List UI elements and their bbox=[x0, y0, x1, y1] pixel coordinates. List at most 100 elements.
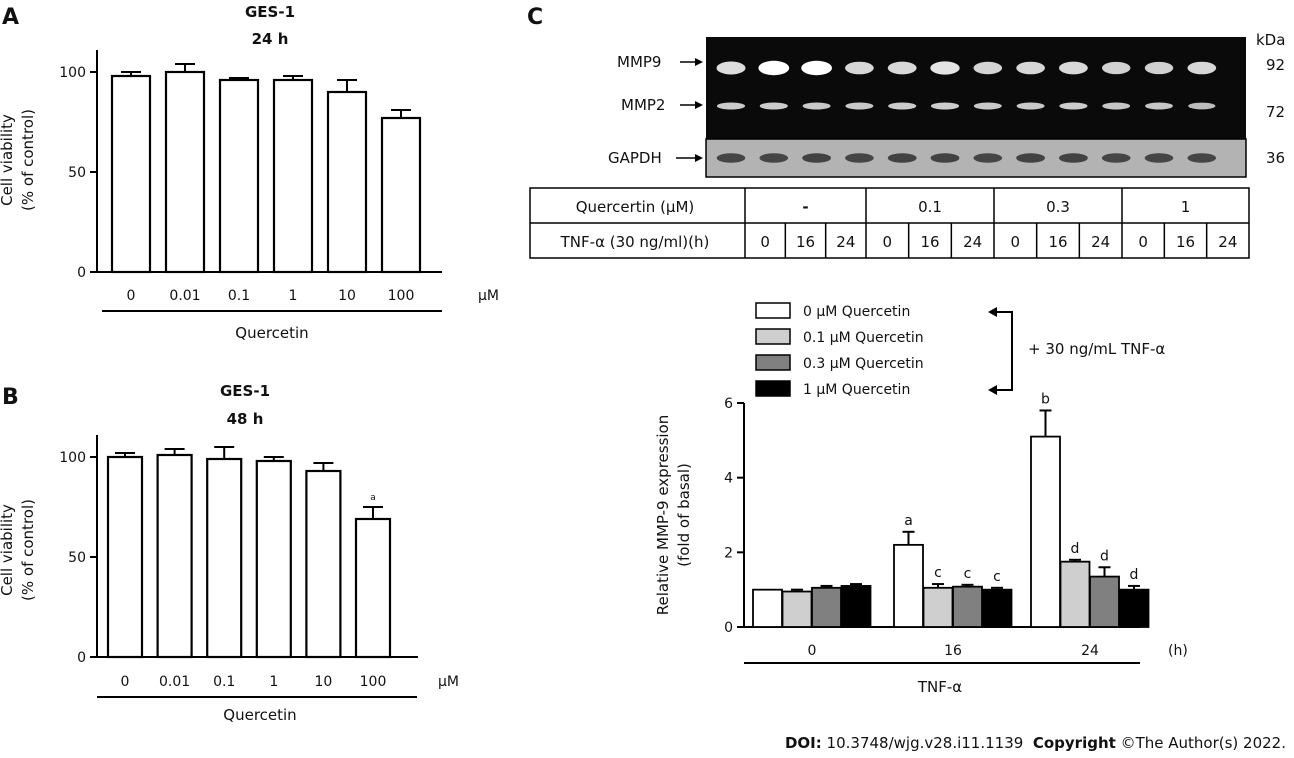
legend-entry: 0.1 μM Quercetin bbox=[803, 330, 924, 346]
legend-bracket bbox=[990, 311, 1013, 391]
chart-b-subtitle: 48 h bbox=[227, 410, 264, 428]
blot-band-mmp9 bbox=[1187, 61, 1217, 75]
chart-b-category-label: 100 bbox=[360, 674, 387, 690]
blot-label-gapdh: GAPDH bbox=[608, 149, 662, 167]
blot-band-mmp2 bbox=[973, 102, 1002, 110]
chart-c-annotation: c bbox=[964, 566, 972, 582]
table-quercetin-value: - bbox=[802, 198, 808, 216]
chart-a-bar bbox=[326, 90, 368, 274]
blot-band-mmp9 bbox=[1144, 61, 1174, 75]
chart-c-ytick-label: 4 bbox=[724, 471, 733, 487]
legend-swatch bbox=[755, 354, 791, 371]
chart-c-ytick-label: 6 bbox=[724, 396, 733, 412]
chart-c-legend: 0 μM Quercetin 0.1 μM Quercetin 0.3 μM Que… bbox=[755, 302, 924, 398]
blot-band-mmp9 bbox=[845, 61, 874, 75]
table-tnf-value: 24 bbox=[836, 233, 855, 251]
legend-bracket-arrow-top bbox=[988, 307, 997, 317]
chart-a-ytick-label: 50 bbox=[68, 165, 86, 181]
legend-entry: 0.3 μM Quercetin bbox=[803, 356, 924, 372]
chart-a-ylabel-line1: Cell viability bbox=[0, 114, 16, 206]
blot-band-mmp9 bbox=[758, 60, 790, 76]
chart-c-bar bbox=[922, 586, 954, 628]
chart-b: GES-1 48 h Cell viability (% of control)… bbox=[0, 382, 459, 724]
blot-band-mmp2 bbox=[1102, 102, 1131, 110]
chart-b-xlabel: Quercetin bbox=[223, 706, 296, 724]
blot-band-mmp2 bbox=[1059, 102, 1088, 110]
table-tnf-value: 0 bbox=[883, 233, 893, 251]
chart-c: Relative MMP-9 expression (fold of basal… bbox=[654, 302, 1188, 696]
chart-c-bar bbox=[1030, 435, 1061, 628]
chart-a-category-label: 100 bbox=[388, 288, 415, 304]
table-quercetin-label: Quercertin (μM) bbox=[576, 198, 695, 216]
chart-b-bar bbox=[305, 469, 342, 659]
blot-band-mmp9 bbox=[973, 61, 1003, 75]
legend-note: + 30 ng/mL TNF-α bbox=[1028, 340, 1165, 358]
blot-band-gapdh bbox=[759, 153, 789, 163]
chart-b-bar bbox=[255, 459, 292, 659]
blot-arrowhead-mmp9 bbox=[695, 58, 703, 66]
chart-a-category-label: 0.01 bbox=[169, 288, 200, 304]
chart-b-category-label: 10 bbox=[314, 674, 332, 690]
chart-c-ytick-label: 0 bbox=[724, 620, 733, 636]
chart-c-bar bbox=[952, 585, 983, 628]
chart-c-bar bbox=[1089, 575, 1120, 628]
table-tnf-value: 24 bbox=[1091, 233, 1110, 251]
chart-c-category-label: 24 bbox=[1081, 643, 1099, 659]
footer-doi: 10.3748/wjg.v28.i11.1139 bbox=[826, 734, 1024, 752]
chart-c-annotation: d bbox=[1130, 567, 1139, 583]
table-tnf-value: 0 bbox=[1011, 233, 1021, 251]
blot-band-gapdh bbox=[716, 153, 746, 163]
table-tnf-value: 16 bbox=[1048, 233, 1067, 251]
chart-c-bar bbox=[1059, 560, 1091, 628]
western-blot: MMP9 MMP2 GAPDH kDa 92 72 36 bbox=[608, 31, 1285, 178]
blot-band-mmp9 bbox=[1101, 61, 1131, 75]
blot-band-mmp2 bbox=[802, 102, 831, 110]
chart-a-ytick-label: 100 bbox=[59, 65, 86, 81]
blot-band-mmp9 bbox=[716, 61, 746, 75]
chart-a-bar bbox=[218, 78, 260, 274]
blot-kda-72: 72 bbox=[1266, 103, 1285, 121]
blot-label-mmp2: MMP2 bbox=[621, 96, 665, 114]
legend-swatch bbox=[755, 380, 791, 397]
chart-a-bar bbox=[110, 74, 152, 274]
footer-doi-label: DOI: bbox=[784, 734, 822, 752]
panel-label-c: C bbox=[527, 5, 543, 30]
blot-band-gapdh bbox=[802, 153, 832, 163]
panel-label-a: A bbox=[2, 5, 19, 30]
chart-c-category-label: 16 bbox=[944, 643, 962, 659]
blot-band-gapdh bbox=[973, 153, 1003, 163]
chart-b-category-label: 0 bbox=[121, 674, 130, 690]
chart-c-bar bbox=[981, 588, 1013, 628]
chart-c-bar bbox=[811, 586, 842, 628]
chart-b-ylabel-line2: (% of control) bbox=[19, 499, 37, 601]
chart-a-ylabel-line2: (% of control) bbox=[19, 109, 37, 211]
blot-band-gapdh bbox=[930, 153, 960, 163]
chart-b-ytick-label: 100 bbox=[59, 450, 86, 466]
table-quercetin-value: 0.1 bbox=[918, 198, 942, 216]
chart-b-bar bbox=[206, 457, 243, 659]
blot-kda-36: 36 bbox=[1266, 149, 1285, 167]
table-tnf-value: 0 bbox=[760, 233, 770, 251]
chart-c-ylabel-line1: Relative MMP-9 expression bbox=[654, 415, 672, 616]
table-tnf-value: 24 bbox=[1218, 233, 1237, 251]
chart-a-title: GES-1 bbox=[245, 3, 295, 21]
blot-band-mmp2 bbox=[759, 102, 788, 110]
chart-b-unit: μM bbox=[438, 674, 459, 690]
footer: DOI: 10.3748/wjg.v28.i11.1139 Copyright … bbox=[785, 734, 1286, 752]
chart-c-annotation: d bbox=[1071, 541, 1080, 557]
chart-c-bar bbox=[840, 585, 872, 628]
blot-band-gapdh bbox=[1144, 153, 1174, 163]
blot-arrowhead-mmp2 bbox=[695, 101, 703, 109]
chart-b-title: GES-1 bbox=[220, 382, 270, 400]
chart-b-ytick-label: 0 bbox=[77, 650, 86, 666]
chart-c-unit: (h) bbox=[1168, 643, 1188, 659]
blot-band-mmp2 bbox=[1188, 102, 1216, 110]
chart-c-xlabel: TNF-α bbox=[917, 678, 962, 696]
chart-b-bar bbox=[156, 453, 193, 659]
chart-c-annotation: a bbox=[904, 513, 913, 529]
table-tnf-value: 16 bbox=[1176, 233, 1195, 251]
table-cells: - 0.1 0.3 1 0 16 24 0 16 24 0 16 24 0 16 24 bbox=[760, 188, 1237, 258]
chart-a: GES-1 24 h Cell viability (% of control)… bbox=[0, 3, 499, 342]
blot-band-mmp2 bbox=[845, 102, 874, 110]
chart-a-category-label: 0 bbox=[127, 288, 136, 304]
